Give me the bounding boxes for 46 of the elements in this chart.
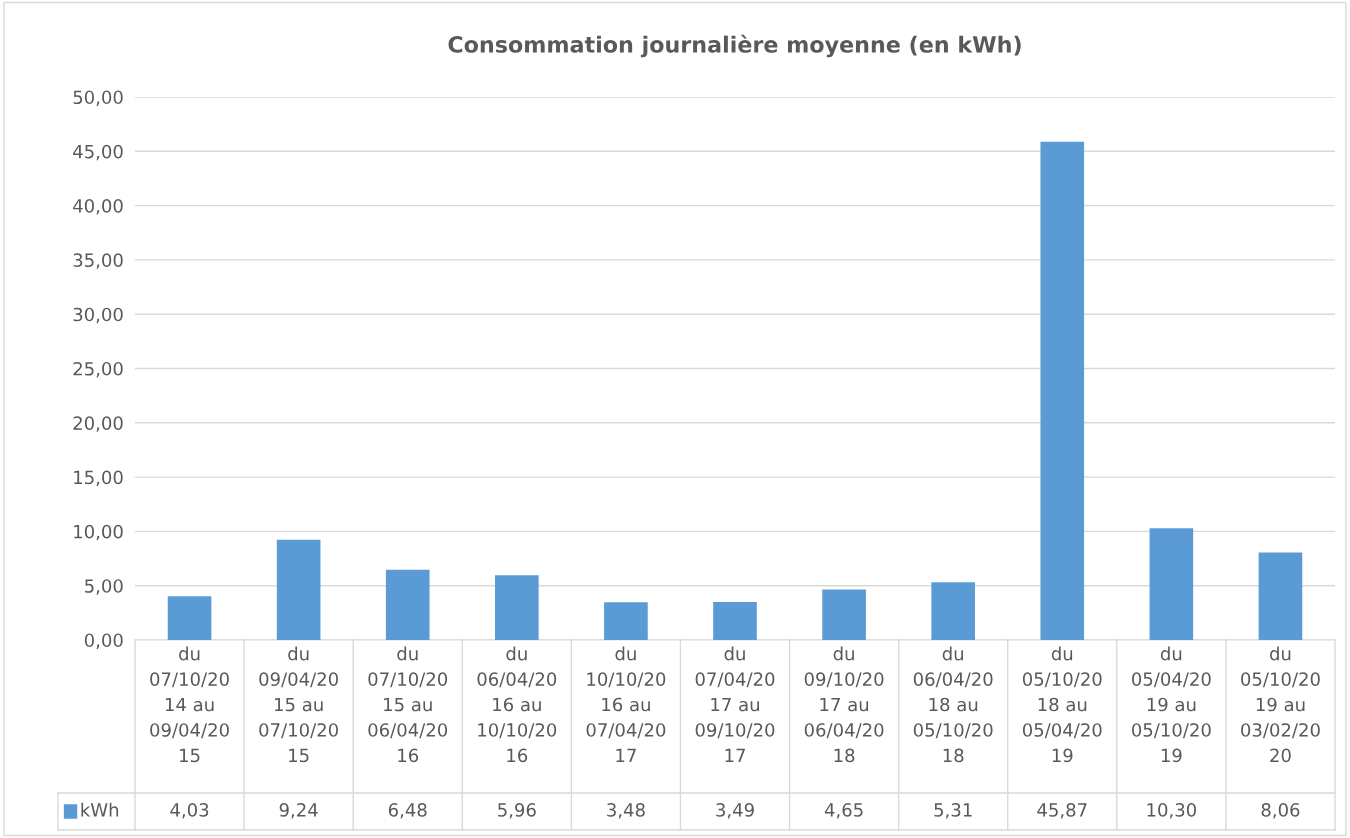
bar: [385, 569, 430, 640]
bar: [604, 602, 648, 640]
data-label: 5,96: [498, 803, 536, 819]
chart-title: Consommation journalière moyenne (en kWh): [448, 34, 1021, 58]
bar: [495, 575, 539, 640]
bar: [167, 596, 212, 640]
data-label: 5,31: [934, 803, 972, 819]
y-tick-label: 40,00: [73, 199, 123, 215]
data-label: 3,49: [716, 803, 754, 819]
x-tick-label: du 09/10/2017 au 06/04/2018: [804, 646, 884, 763]
data-label: 3,48: [607, 803, 645, 819]
y-tick-label: 25,00: [73, 361, 123, 378]
data-label: 10,30: [1147, 803, 1197, 819]
data-label: 4,65: [824, 803, 863, 819]
x-tick-label: du 05/10/2018 au 05/04/2019: [1022, 646, 1102, 763]
y-tick-label: 30,00: [73, 307, 123, 324]
bar: [1040, 141, 1085, 640]
x-tick-label: du 05/10/2019 au 03/02/2020: [1241, 646, 1320, 763]
bar: [931, 582, 975, 640]
bar: [276, 539, 321, 640]
data-label: 9,24: [279, 803, 318, 819]
x-tick-label: du 07/10/2014 au 09/04/2015: [150, 646, 229, 763]
bar: [713, 602, 757, 640]
y-tick-label: 15,00: [74, 470, 123, 487]
y-tick-label: 35,00: [73, 253, 123, 269]
y-tick-label: 50,00: [73, 90, 123, 106]
x-tick-label: du 09/04/2015 au 07/10/2015: [259, 646, 338, 763]
data-label: 45,87: [1037, 803, 1087, 819]
x-tick-label: du 05/04/2019 au 05/10/2019: [1132, 646, 1211, 763]
y-tick-label: 0,00: [84, 633, 123, 649]
x-tick-label: du 10/10/2016 au 07/04/2017: [586, 646, 666, 762]
y-tick-label: 10,00: [74, 524, 123, 541]
bar: [1149, 528, 1194, 640]
x-tick-label: du 06/04/2016 au 10/10/2016: [477, 646, 557, 763]
y-tick-label: 45,00: [73, 144, 123, 161]
bar: [822, 589, 866, 640]
data-label: 6,48: [388, 803, 427, 819]
data-label: 4,03: [170, 803, 209, 819]
bar: [1258, 552, 1303, 640]
y-tick-label: 20,00: [73, 416, 123, 432]
y-tick-label: 5,00: [85, 579, 123, 595]
x-tick-label: du 07/04/2017 au 09/10/2017: [695, 646, 775, 762]
x-tick-label: du 06/04/2018 au 05/10/2018: [913, 646, 993, 763]
legend-label: kWh: [81, 802, 119, 817]
x-tick-label: du 07/10/2015 au 06/04/2016: [368, 646, 448, 763]
data-label: 8,06: [1261, 803, 1300, 819]
